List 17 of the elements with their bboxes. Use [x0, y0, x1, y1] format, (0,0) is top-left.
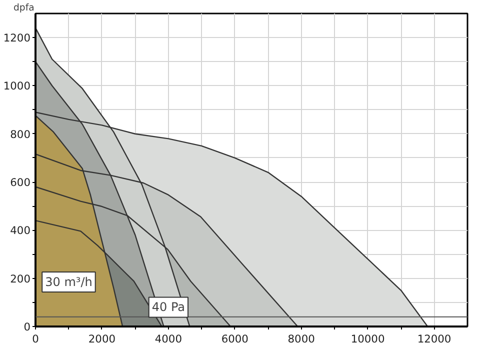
annotation: 30 m³/h — [45, 274, 92, 289]
y-tick-label: 1200 — [3, 32, 31, 45]
y-tick-label: 0 — [24, 320, 31, 334]
y-tick-label: 1000 — [3, 80, 31, 93]
y-tick-label: 800 — [10, 128, 31, 141]
x-tick-label: 2000 — [88, 332, 116, 345]
x-tick-label: 4000 — [154, 332, 182, 345]
x-tick-label: 10000 — [350, 332, 385, 345]
ref-line-label: 40 Pa — [152, 300, 185, 314]
y-tick-label: 400 — [10, 224, 31, 238]
x-tick-label: 6000 — [221, 332, 249, 345]
x-tick-label: 0 — [32, 332, 40, 345]
y-tick-label: 200 — [10, 272, 31, 286]
x-tick-label: 8000 — [288, 332, 316, 345]
x-tick-label: 12000 — [417, 332, 452, 345]
y-axis-title: dpfa — [14, 2, 34, 14]
y-tick-label: 600 — [10, 176, 31, 190]
